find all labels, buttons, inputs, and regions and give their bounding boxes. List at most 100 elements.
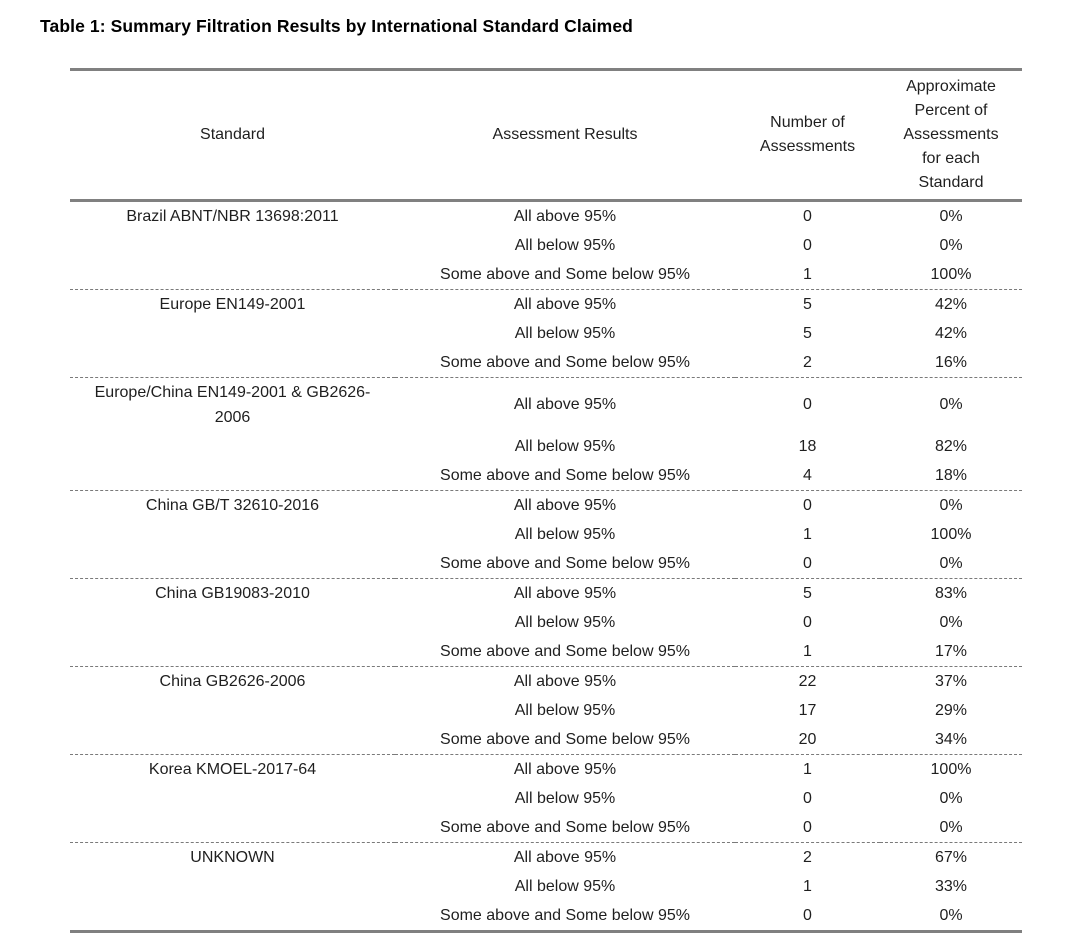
assessment-count-cell: 17 [798, 701, 817, 719]
assessment-count-cell: 0 [735, 490, 880, 520]
assessment-percent-cell: 0% [939, 207, 963, 225]
assessment-count-cell: 1 [803, 525, 812, 543]
standard-cell [70, 901, 395, 933]
table-row: Some above and Some below 95% 1 17% [70, 637, 1022, 667]
assessment-percent-cell: 16% [934, 353, 968, 371]
standard-name: Korea KMOEL-2017-64 [148, 761, 317, 778]
assessment-count-cell: 1 [803, 642, 812, 660]
table-row: All below 95% 1 33% [70, 872, 1022, 901]
standard-cell [70, 725, 395, 755]
assessment-result-cell: Some above and Some below 95% [440, 554, 690, 572]
table-row: Some above and Some below 95% 2 16% [70, 348, 1022, 378]
assessment-percent-cell: 0% [939, 236, 963, 254]
assessment-percent-cell: 0% [880, 490, 1022, 520]
standard-cell [70, 319, 395, 348]
assessment-percent-cell: 82% [934, 437, 968, 455]
assessment-count-cell: 1 [803, 877, 812, 895]
table-caption: Table 1: Summary Filtration Results by I… [40, 16, 633, 36]
assessment-result-cell: Some above and Some below 95% [440, 730, 690, 748]
standard-cell: Europe/China EN149-2001 & GB2626-2006 [70, 377, 395, 432]
assessment-result-cell: Some above and Some below 95% [440, 353, 690, 371]
assessment-percent-cell: 34% [934, 730, 968, 748]
table-row: Some above and Some below 95% 4 18% [70, 461, 1022, 491]
standard-cell [70, 608, 395, 637]
assessment-count-cell: 0 [803, 789, 812, 807]
assessment-percent-cell: 0% [939, 613, 963, 631]
assessment-percent-cell: 100% [930, 265, 972, 283]
table-row: Some above and Some below 95% 1 100% [70, 260, 1022, 290]
assessment-result-cell: Some above and Some below 95% [440, 265, 690, 283]
assessment-result-cell: All below 95% [514, 236, 616, 254]
standard-name: China GB2626-2006 [159, 673, 306, 690]
assessment-count-cell: 0 [803, 818, 812, 836]
assessment-percent-cell: 33% [934, 877, 968, 895]
standard-cell [70, 872, 395, 901]
table-row: Some above and Some below 95% 0 0% [70, 813, 1022, 843]
assessment-percent-cell: 0% [880, 901, 1022, 933]
standard-cell [70, 813, 395, 843]
standard-cell: UNKNOWN [70, 842, 395, 872]
table-row: China GB/T 32610-2016 All above 95% 0 0% [70, 490, 1022, 520]
assessment-count-cell: 0 [735, 377, 880, 432]
standard-cell [70, 549, 395, 579]
column-header-assessment-results-label: Assessment Results [492, 126, 638, 143]
table-row: Europe EN149-2001 All above 95% 5 42% [70, 289, 1022, 319]
table-row: All below 95% 18 82% [70, 432, 1022, 461]
table-row: Some above and Some below 95% 0 0% [70, 901, 1022, 933]
standard-cell [70, 461, 395, 491]
table-row: All below 95% 0 0% [70, 608, 1022, 637]
column-header-assessment-results: Assessment Results [395, 68, 735, 202]
standard-cell [70, 348, 395, 378]
table-body: Brazil ABNT/NBR 13698:2011 All above 95% 0… [70, 201, 1022, 933]
assessment-result-cell: All below 95% [514, 701, 616, 719]
assessment-count-cell: 1 [735, 754, 880, 784]
assessment-result-cell: All above 95% [513, 207, 617, 225]
assessment-result-cell: All above 95% [395, 289, 735, 319]
assessment-result-cell: Some above and Some below 95% [440, 466, 690, 484]
table-header: Standard Assessment Results Number of As… [70, 68, 1022, 202]
standard-name: Europe EN149-2001 [159, 296, 306, 313]
standard-name: UNKNOWN [190, 849, 275, 866]
standard-cell [70, 637, 395, 667]
assessment-count-cell: 5 [735, 578, 880, 608]
table-row: Some above and Some below 95% 20 34% [70, 725, 1022, 755]
assessment-count-cell: 5 [803, 324, 812, 342]
assessment-result-cell: All above 95% [395, 578, 735, 608]
standard-cell [70, 260, 395, 290]
assessment-percent-cell: 17% [934, 642, 968, 660]
assessment-percent-cell: 29% [934, 701, 968, 719]
table-row: Some above and Some below 95% 0 0% [70, 549, 1022, 579]
standard-name: Brazil ABNT/NBR 13698:2011 [126, 208, 339, 225]
assessment-count-cell: 0 [803, 207, 812, 225]
standard-cell: Brazil ABNT/NBR 13698:2011 [70, 201, 395, 232]
column-header-number-of-assessments: Number of Assessments [735, 68, 880, 202]
filtration-results-table: Standard Assessment Results Number of As… [70, 68, 1022, 933]
assessment-result-cell: Some above and Some below 95% [440, 642, 690, 660]
assessment-percent-cell: 42% [934, 324, 968, 342]
assessment-percent-cell: 0% [939, 818, 963, 836]
assessment-result-cell: All below 95% [514, 789, 616, 807]
standard-cell: China GB2626-2006 [70, 666, 395, 696]
column-header-approximate-percent: Approximate Percent of Assessments for e… [880, 68, 1022, 202]
assessment-result-cell: All above 95% [395, 490, 735, 520]
assessment-percent-cell: 100% [930, 525, 972, 543]
table-row: UNKNOWN All above 95% 2 67% [70, 842, 1022, 872]
table-row: Brazil ABNT/NBR 13698:2011 All above 95% 0… [70, 201, 1022, 232]
standard-cell [70, 696, 395, 725]
standard-name: Europe/China EN149-2001 & GB2626-2006 [94, 384, 371, 426]
standard-cell [70, 231, 395, 260]
table-row: Europe/China EN149-2001 & GB2626-2006 All… [70, 377, 1022, 432]
assessment-percent-cell: 42% [880, 289, 1022, 319]
assessment-count-cell: 4 [803, 466, 812, 484]
table-row: China GB19083-2010 All above 95% 5 83% [70, 578, 1022, 608]
table-row: China GB2626-2006 All above 95% 22 37% [70, 666, 1022, 696]
standard-cell: Korea KMOEL-2017-64 [70, 754, 395, 784]
column-header-number-of-assessments-label: Number of Assessments [759, 114, 856, 155]
assessment-count-cell: 22 [735, 666, 880, 696]
assessment-count-cell: 18 [798, 437, 817, 455]
column-header-standard: Standard [70, 68, 395, 202]
standard-cell: China GB19083-2010 [70, 578, 395, 608]
assessment-result-cell: All below 95% [514, 437, 616, 455]
assessment-count-cell: 0 [803, 554, 812, 572]
